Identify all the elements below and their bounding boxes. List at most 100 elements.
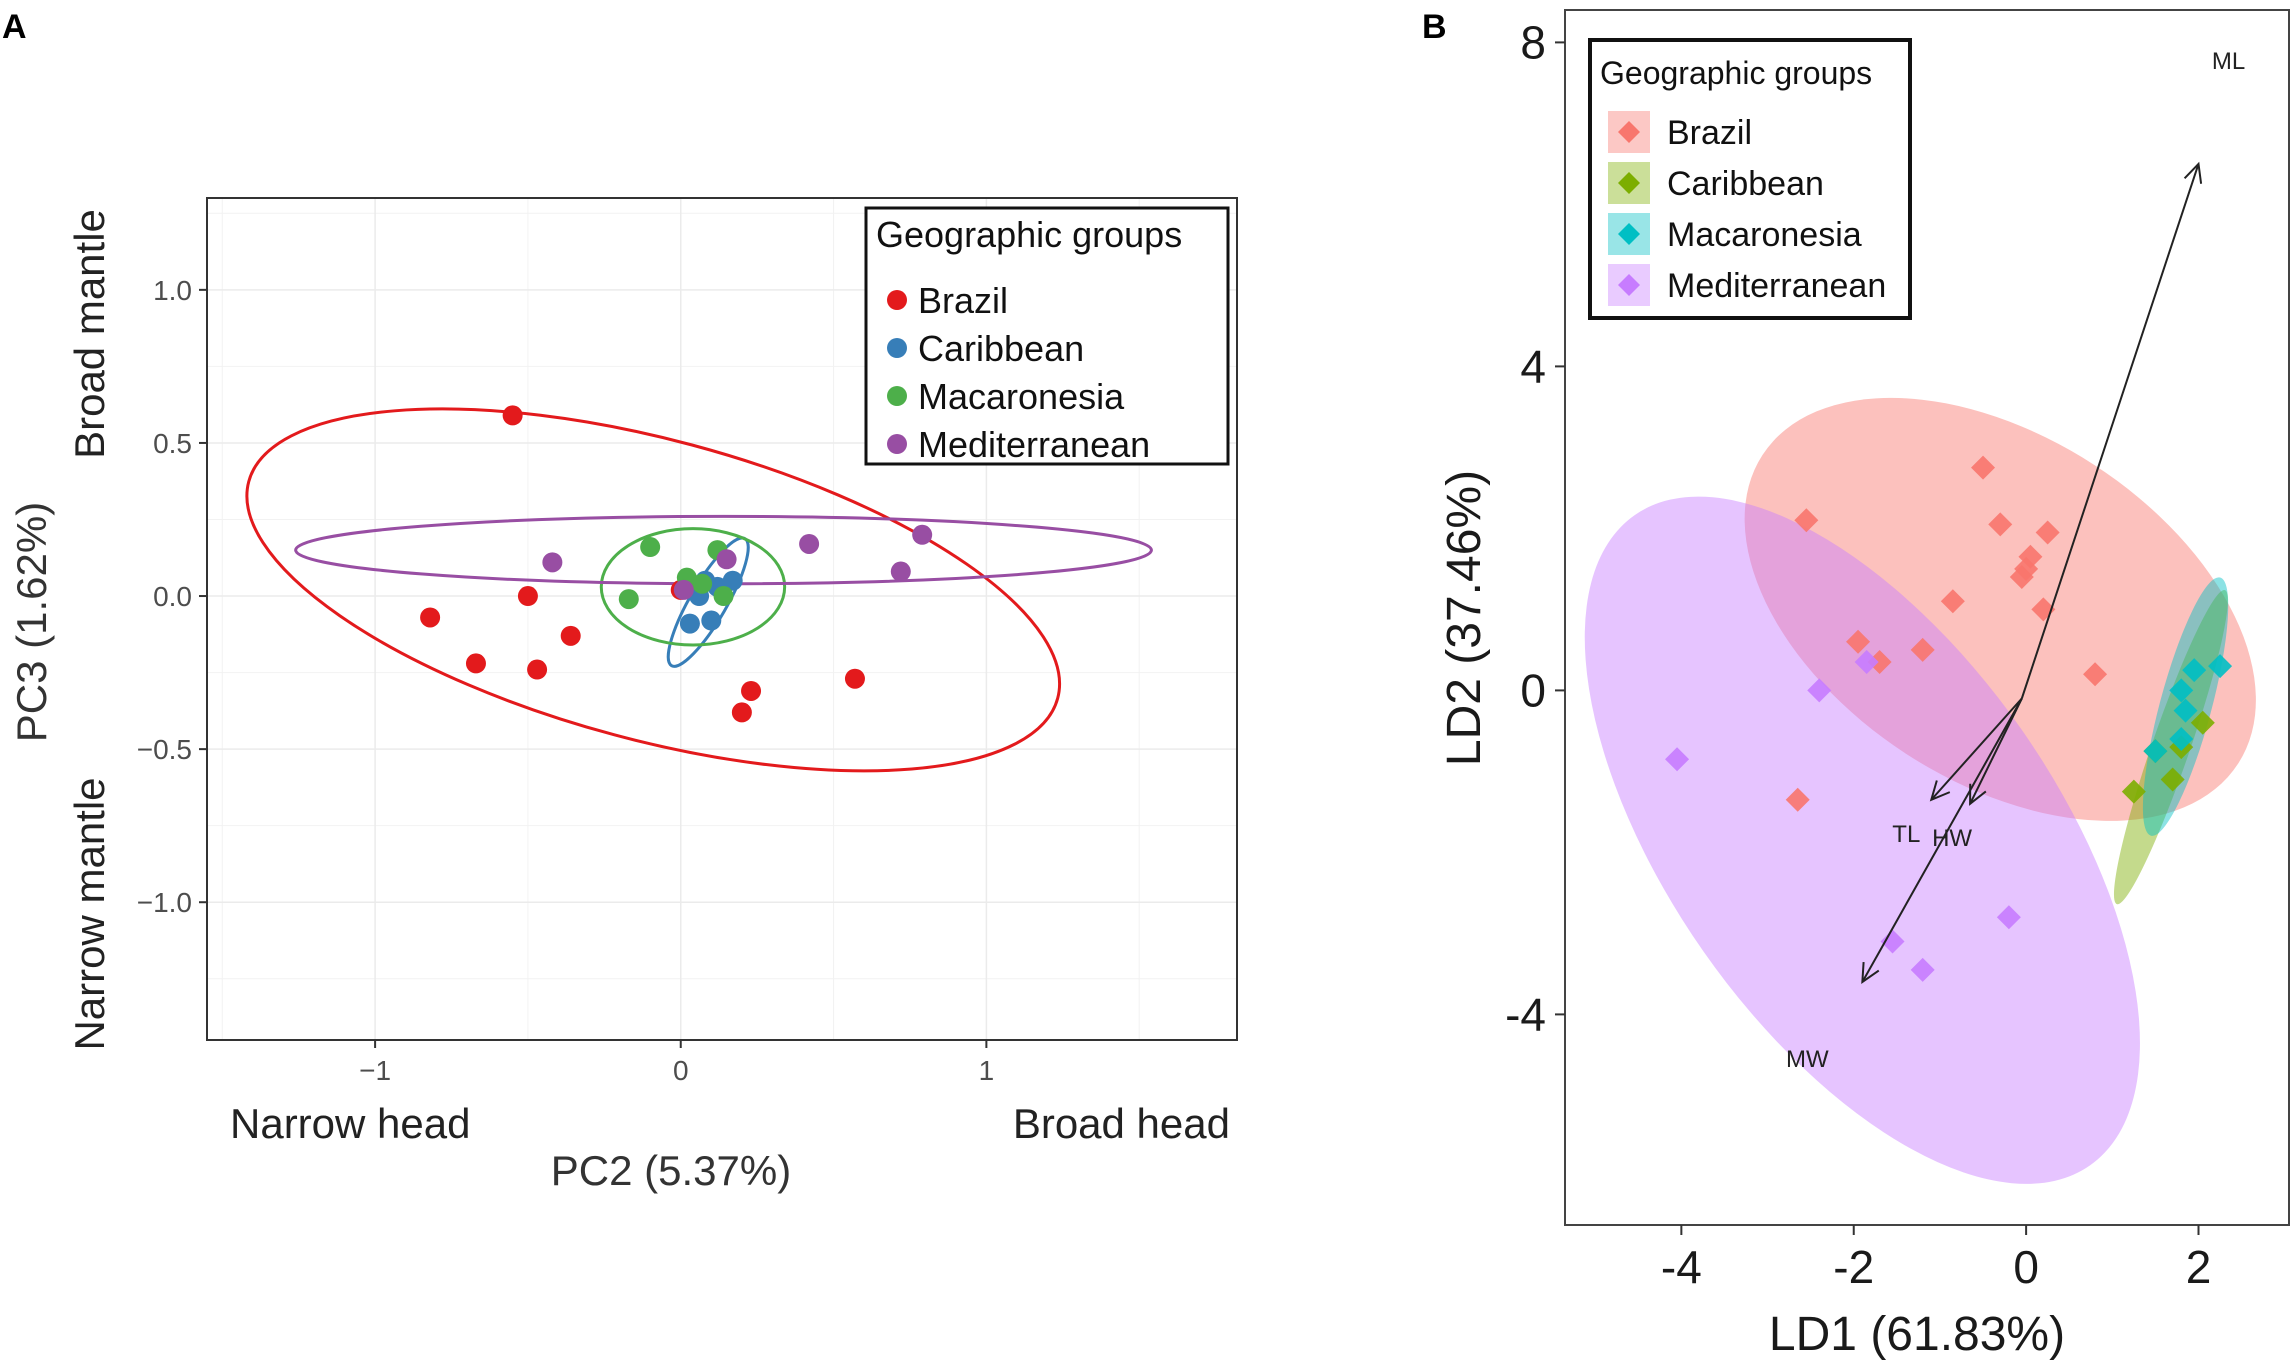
point-brazil bbox=[1910, 637, 1935, 662]
y-tick-label: 1.0 bbox=[153, 275, 192, 306]
point-macaronesia bbox=[2173, 698, 2198, 723]
panel-b-ticks: -4 -2 0 2 8 4 0 -4 bbox=[1505, 16, 2211, 1293]
legend-label-brazil: Brazil bbox=[1667, 114, 1752, 152]
arrowhead-tl bbox=[1929, 780, 1951, 802]
y-tick-label: −0.5 bbox=[137, 734, 192, 765]
panel-label-a: A bbox=[2, 8, 27, 46]
legend-key-caribbean bbox=[1618, 172, 1640, 194]
point-brazil bbox=[420, 607, 441, 628]
loading-label-tl: TL bbox=[1892, 821, 1920, 848]
panel-a-ticks: −1 0 1 1.0 0.5 0.0 −0.5 −1.0 bbox=[137, 275, 994, 1086]
point-caribbean bbox=[2190, 710, 2215, 735]
loading-label-mw: MW bbox=[1786, 1046, 1829, 1073]
point-caribbean bbox=[2121, 779, 2146, 804]
point-brazil bbox=[1794, 508, 1819, 533]
point-mediterranean bbox=[890, 561, 911, 582]
legend-label-mediterranean: Mediterranean bbox=[1667, 267, 1886, 305]
panel-b-points bbox=[1665, 455, 2233, 982]
x-tick-label: 1 bbox=[979, 1055, 995, 1086]
point-mediterranean bbox=[1854, 650, 1879, 675]
x-tick-label: 0 bbox=[673, 1055, 689, 1086]
x-tick-label: -2 bbox=[1833, 1241, 1874, 1293]
panel-a-y-title: PC3 (1.62%) bbox=[8, 502, 55, 742]
legend-label-caribbean: Caribbean bbox=[918, 328, 1084, 369]
x-tick-label: -4 bbox=[1661, 1241, 1702, 1293]
panel-b-legend: Geographic groups Brazil Caribbean Macaron… bbox=[1588, 38, 1912, 320]
panel-a-gridlines bbox=[207, 198, 1237, 1040]
x-tick-label: −1 bbox=[359, 1055, 391, 1086]
panel-a-plot-border bbox=[206, 197, 1238, 1041]
panel-b-legend-box bbox=[1588, 38, 1912, 320]
y-tick-label: 8 bbox=[1520, 16, 1546, 68]
annotation-broad-mantle: Broad mantle bbox=[66, 209, 113, 459]
legend-key-mediterranean bbox=[887, 434, 907, 454]
legend-key-brazil bbox=[887, 290, 907, 310]
y-tick-label: 4 bbox=[1520, 340, 1546, 392]
point-macaronesia bbox=[713, 586, 734, 607]
panel-a-x-title: PC2 (5.37%) bbox=[551, 1147, 791, 1194]
legend-key-caribbean bbox=[887, 338, 907, 358]
y-tick-label: 0.5 bbox=[153, 428, 192, 459]
point-brazil bbox=[1846, 629, 1871, 654]
ellipse-macaronesia bbox=[599, 527, 787, 647]
legend-key-mediterranean bbox=[1618, 274, 1640, 296]
point-brazil bbox=[844, 668, 865, 689]
point-brazil bbox=[2083, 662, 2108, 687]
ellipse-mediterranean bbox=[1584, 496, 2140, 1184]
point-brazil bbox=[731, 702, 752, 723]
point-mediterranean bbox=[673, 579, 694, 600]
point-caribbean bbox=[701, 610, 722, 631]
point-macaronesia bbox=[640, 537, 661, 558]
legend-label-macaronesia: Macaronesia bbox=[918, 376, 1125, 417]
point-brazil bbox=[1940, 589, 1965, 614]
y-tick-label: 0.0 bbox=[153, 581, 192, 612]
legend-key-brazil bbox=[1618, 121, 1640, 143]
annotation-narrow-head: Narrow head bbox=[230, 1100, 470, 1147]
point-brazil bbox=[517, 586, 538, 607]
panel-b-ellipses bbox=[1584, 397, 2256, 1184]
x-tick-label: 2 bbox=[2186, 1241, 2212, 1293]
panel-label-b: B bbox=[1422, 8, 1447, 46]
point-mediterranean bbox=[1665, 747, 1690, 772]
point-macaronesia bbox=[2169, 727, 2194, 751]
point-macaronesia bbox=[2208, 654, 2233, 679]
point-brazil bbox=[560, 625, 581, 646]
point-brazil bbox=[1971, 455, 1996, 480]
point-brazil bbox=[1867, 650, 1892, 675]
point-brazil bbox=[2035, 520, 2060, 545]
point-mediterranean bbox=[542, 552, 563, 573]
legend-key-macaronesia bbox=[887, 386, 907, 406]
point-mediterranean bbox=[716, 549, 737, 570]
y-tick-label: −1.0 bbox=[137, 887, 192, 918]
panel-b-plot-border bbox=[1564, 9, 2290, 1226]
legend-label-brazil: Brazil bbox=[918, 280, 1008, 321]
loading-arrow-mw bbox=[1861, 698, 2023, 983]
y-tick-label: -4 bbox=[1505, 988, 1546, 1040]
point-brazil bbox=[2014, 556, 2039, 581]
point-mediterranean bbox=[799, 533, 820, 554]
legend-key-macaronesia bbox=[1618, 223, 1640, 245]
panel-a-legend: Geographic groups Brazil Caribbean Macaron… bbox=[864, 206, 1230, 466]
panel-a-legend-title: Geographic groups bbox=[876, 214, 1182, 255]
point-mediterranean bbox=[1880, 929, 1905, 954]
ellipse-brazil bbox=[1744, 397, 2256, 821]
point-brazil bbox=[527, 659, 548, 680]
point-mediterranean bbox=[1910, 957, 1935, 982]
loading-label-ml: ML bbox=[2212, 48, 2245, 75]
legend-label-caribbean: Caribbean bbox=[1667, 165, 1824, 203]
loading-arrow-hw bbox=[1969, 698, 2023, 805]
point-brazil bbox=[502, 405, 523, 426]
loading-arrow-tl bbox=[1930, 697, 2023, 801]
point-brazil bbox=[1988, 512, 2013, 537]
point-mediterranean bbox=[912, 524, 933, 545]
point-macaronesia bbox=[2169, 678, 2194, 703]
point-caribbean bbox=[722, 570, 743, 591]
legend-label-macaronesia: Macaronesia bbox=[1667, 216, 1862, 254]
point-brazil bbox=[465, 653, 486, 674]
point-macaronesia bbox=[2143, 739, 2168, 764]
annotation-narrow-mantle: Narrow mantle bbox=[66, 777, 113, 1050]
point-mediterranean bbox=[1996, 905, 2021, 930]
panel-b-legend-title: Geographic groups bbox=[1600, 55, 1872, 91]
